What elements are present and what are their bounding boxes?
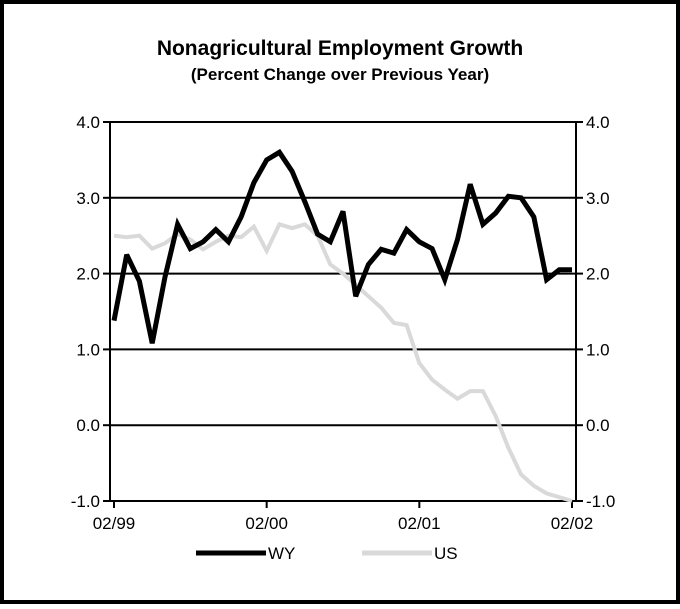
- y-tick-label-left: 2.0: [76, 265, 100, 284]
- y-tick-label-left: 1.0: [76, 340, 100, 359]
- legend-label-wy: WY: [268, 544, 295, 563]
- y-axis-left-ticks: 4.0 3.0 2.0 1.0 0.0 -1.0: [71, 113, 110, 511]
- x-tick-label: 02/01: [398, 514, 441, 533]
- y-tick-label-left: 3.0: [76, 189, 100, 208]
- y-axis-right-ticks: 4.0 3.0 2.0 1.0 0.0 -1.0: [576, 113, 615, 511]
- y-tick-label-right: 2.0: [586, 265, 610, 284]
- series-line-wy: [111, 148, 572, 344]
- y-tick-label-right: 4.0: [586, 113, 610, 132]
- y-tick-label-left: 4.0: [76, 113, 100, 132]
- legend: WY US: [196, 544, 458, 563]
- y-tick-label-left: 0.0: [76, 416, 100, 435]
- chart-title: Nonagricultural Employment Growth: [157, 37, 523, 60]
- x-tick-label: 02/99: [93, 514, 136, 533]
- series-line-us: [113, 221, 573, 503]
- y-tick-label-right: 0.0: [586, 416, 610, 435]
- chart-subtitle: (Percent Change over Previous Year): [191, 65, 489, 84]
- y-tick-label-right: 1.0: [586, 340, 610, 359]
- x-tick-label: 02/02: [551, 514, 594, 533]
- y-tick-label-left: -1.0: [71, 492, 100, 511]
- legend-label-us: US: [434, 544, 458, 563]
- series-layer: [111, 148, 573, 503]
- y-tick-label-right: -1.0: [586, 492, 615, 511]
- x-tick-label: 02/00: [245, 514, 288, 533]
- x-axis-ticks: 02/99 02/00 02/01 02/02: [93, 501, 594, 533]
- axes: [109, 122, 577, 502]
- y-tick-label-right: 3.0: [586, 189, 610, 208]
